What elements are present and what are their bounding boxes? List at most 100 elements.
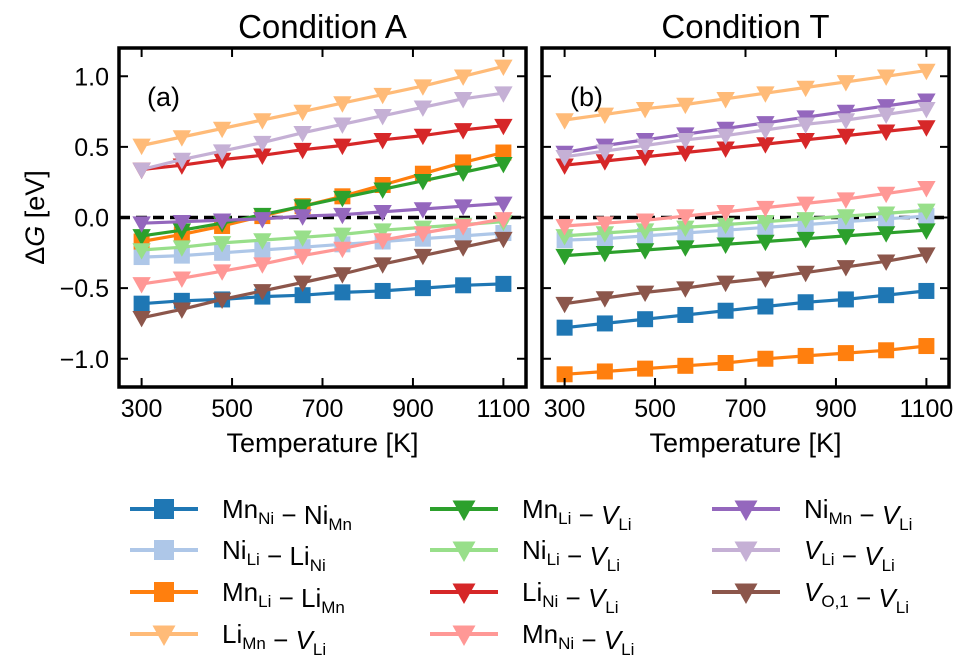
x-tick-label: 500 (211, 395, 253, 423)
data-point (796, 196, 815, 213)
legend-label-part: Mn (321, 598, 345, 617)
data-point (133, 295, 150, 312)
data-point (756, 123, 775, 140)
data-point (635, 223, 655, 240)
legend-label-part: Ni (304, 500, 329, 530)
data-point (333, 96, 352, 113)
data-point (373, 109, 392, 126)
series-line (564, 289, 927, 330)
data-point (797, 347, 814, 364)
legend-label-part: V (804, 535, 824, 565)
data-point (716, 217, 735, 235)
data-point (455, 277, 472, 294)
data-point (676, 220, 695, 237)
data-point (876, 99, 896, 116)
data-point (836, 260, 856, 277)
data-point (453, 219, 473, 236)
series-line (141, 162, 504, 238)
legend-label-part: − (266, 625, 296, 655)
legend-label-part: Mn (829, 509, 853, 528)
legend-item-s10: VLi − VLi (712, 535, 895, 575)
legend-label-part: Ni (804, 494, 829, 524)
data-point (917, 203, 936, 221)
data-point (595, 144, 615, 161)
data-point (132, 277, 151, 294)
legend-label-part: − (560, 541, 590, 571)
data-point (453, 92, 473, 109)
legend-label-part: Ni (522, 535, 547, 565)
data-point (796, 80, 815, 98)
series-line (141, 201, 504, 225)
data-point (796, 212, 815, 229)
data-point (676, 133, 695, 150)
data-point (453, 165, 473, 182)
x-axis-label: Temperature [K] (649, 428, 841, 458)
legend-label: VLi − VLi (804, 535, 895, 575)
data-point (374, 282, 391, 299)
data-point (132, 310, 151, 328)
data-point (716, 275, 735, 293)
data-point (878, 342, 895, 359)
data-point (293, 142, 312, 160)
data-point (253, 212, 272, 229)
data-point (555, 113, 574, 130)
data-point (294, 287, 311, 304)
series-line (564, 186, 927, 228)
legend-label-part: Li (247, 550, 260, 569)
legend-label: LiNi − VLi (522, 577, 619, 617)
legend-label-part: V (589, 541, 609, 571)
legend-label-part: Li (301, 583, 321, 613)
legend-label: NiLi − LiNi (222, 535, 326, 575)
series-line (564, 214, 927, 242)
panel-b: 300 500 700 900 1100 Condition T (b) Temperatur… (540, 8, 953, 458)
data-point (596, 363, 613, 380)
data-point (212, 264, 232, 281)
series-s9 (132, 196, 513, 233)
data-point (595, 107, 615, 124)
legend-label-part: − (574, 625, 604, 655)
y-label-part: [eV] (20, 170, 50, 226)
data-point (333, 267, 352, 284)
data-point (637, 311, 654, 328)
legend-label: LiMn − VLi (222, 619, 326, 658)
data-point (494, 196, 513, 213)
legend-label: VO,1 − VLi (804, 577, 909, 617)
data-point (677, 306, 694, 323)
data-point (876, 69, 896, 86)
legend-label: NiLi − VLi (522, 535, 620, 575)
data-point (212, 144, 232, 161)
data-point (413, 226, 433, 243)
legend-label-part: V (601, 500, 621, 530)
data-point (917, 181, 936, 198)
legend-item-s9: NiMn − VLi (712, 494, 912, 534)
legend-label-part: Ni (258, 509, 274, 528)
data-point (716, 92, 735, 109)
legend-label-part: Mn (328, 515, 352, 534)
data-point (212, 236, 232, 253)
data-point (917, 247, 936, 264)
legend-marker (452, 583, 476, 604)
legend-label-part: − (558, 583, 588, 613)
series-line (564, 125, 927, 167)
data-point (132, 138, 151, 156)
data-point (836, 75, 856, 92)
data-point (876, 226, 896, 243)
x-tick-label: 900 (815, 395, 857, 423)
series-s5 (555, 223, 936, 266)
panel-title: Condition A (238, 8, 407, 45)
data-point (635, 213, 655, 230)
legend-label-part: − (271, 583, 301, 613)
series-s5 (132, 157, 513, 246)
data-point (796, 117, 815, 134)
data-point (836, 104, 856, 122)
legend-marker (154, 499, 174, 519)
y-tick-label: 1.0 (74, 63, 109, 91)
series-s7 (555, 120, 936, 175)
data-point (756, 214, 775, 232)
legend-label: MnNi − NiMn (222, 494, 352, 534)
x-tick-label: 700 (725, 395, 767, 423)
legend-label-part: Mn (222, 494, 258, 524)
series-line (141, 64, 504, 148)
data-point (676, 281, 695, 298)
legend-item-s4: LiMn − VLi (130, 619, 326, 658)
